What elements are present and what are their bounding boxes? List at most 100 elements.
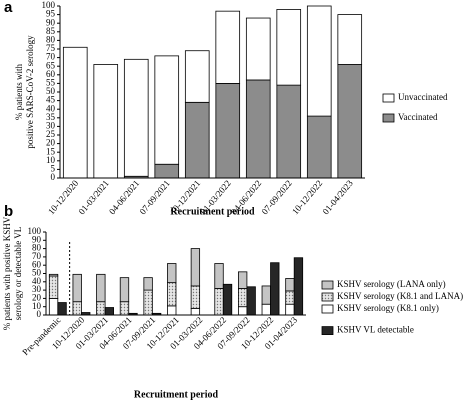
x-tick-label: 10-12/2022 [290,178,324,216]
y-tick-label: 20 [32,292,42,302]
y-tick-label: 70 [32,251,42,261]
bar-segment [237,306,248,316]
bar-segment [261,285,271,305]
y-tick-label: 60 [32,259,42,269]
y-tick-label: 100 [28,226,42,236]
panel-label: b [4,203,13,220]
bar-segment [184,101,210,179]
y-tick-label: 0 [37,309,42,319]
x-tick-label: 07-09/2022 [260,178,294,216]
legend-swatch [382,113,395,123]
bar-segment [184,50,210,103]
bar-segment [93,64,119,179]
x-tick-label: 07-09/2021 [138,178,172,216]
legend-label: Unvaccinated [398,92,448,102]
y-tick-label: 50 [32,268,42,278]
bar-segment [270,262,280,316]
y-tick-label: 0 [51,172,56,182]
y-tick-label: 15 [46,146,56,156]
bar-segment [167,263,177,284]
bar-segment [104,307,115,316]
bar-segment [143,289,153,316]
x-tick-label: 04-06/2021 [107,178,141,216]
bar-segment [190,285,201,309]
bar-segment [337,14,363,65]
y-tick-label: 65 [46,60,56,70]
x-axis-label: Recruitment period [170,206,255,217]
y-tick-label: 55 [46,77,56,87]
bar-segment [246,286,256,316]
bar-segment [215,83,241,179]
y-axis-label: % patients with [14,64,24,120]
bar-segment [285,278,295,292]
bar-segment [306,5,332,117]
y-tick-label: 95 [46,9,56,19]
bar-segment [123,58,149,177]
x-tick-label: 01-04/2023 [321,178,356,217]
y-tick-label: 60 [46,69,56,79]
y-tick-label: 85 [46,26,56,36]
y-tick-label: 90 [46,17,56,27]
bar-segment [167,282,177,307]
y-axis-label: serology or detectable VL [13,227,23,321]
bar-segment [237,288,248,308]
bar-segment [190,248,201,287]
bar-segment [62,46,88,179]
y-tick-label: 45 [46,95,56,105]
bar-segment [306,115,332,179]
bar-segment [48,297,59,316]
legend-swatch [321,304,334,314]
y-tick-label: 10 [32,301,42,311]
y-tick-label: 10 [46,155,56,165]
bar-segment [96,301,106,316]
y-tick-label: 35 [46,112,56,122]
y-tick-label: 40 [46,103,56,113]
legend-label: KSHV VL detectable [337,325,414,335]
legend-swatch [321,326,334,336]
bar-segment [214,288,224,316]
bar-segment [72,301,82,316]
bar-segment [222,283,233,316]
bar-segment [285,303,295,316]
legend-swatch [321,292,334,302]
bar-segment [293,257,304,316]
y-tick-label: 50 [46,86,56,96]
y-tick-label: 30 [46,120,56,130]
bar-segment [96,273,106,303]
y-axis-label: % patients with positive KSHV [2,216,12,330]
bar-segment [143,277,153,291]
y-tick-label: 20 [46,138,56,148]
y-tick-label: 40 [32,276,42,286]
bar-segment [57,302,67,316]
bar-segment [154,163,180,179]
bar-segment [245,79,271,179]
y-tick-label: 30 [32,284,42,294]
y-tick-label: 25 [46,129,56,139]
y-tick-label: 80 [32,243,42,253]
bar-segment [72,273,82,303]
legend-label: KSHV serology (K8.1 only) [337,303,439,313]
y-tick-label: 70 [46,52,56,62]
y-axis-label: positive SARS-CoV-2 serology [25,35,35,149]
y-tick-label: 5 [51,163,56,173]
bar-segment [261,303,271,316]
bar-segment [337,64,363,179]
legend-label: Vaccinated [398,112,438,122]
y-tick-label: 75 [46,43,56,53]
legend-swatch [382,93,395,103]
bar-segment [237,271,248,289]
bar-segment [215,10,241,84]
bar-segment [119,301,130,316]
bar-segment [167,305,177,316]
y-tick-label: 100 [42,0,56,10]
x-tick-label: 10-12/2020 [46,178,81,217]
bar-segment [119,277,130,303]
bar-segment [276,84,302,179]
x-tick-label: 01-03/2021 [77,178,111,216]
y-tick-label: 90 [32,234,42,244]
bar-segment [190,307,201,316]
x-axis-label: Recruitment period [134,389,219,400]
y-tick-label: 80 [46,34,56,44]
legend-label: KSHV serology (LANA only) [337,279,446,289]
